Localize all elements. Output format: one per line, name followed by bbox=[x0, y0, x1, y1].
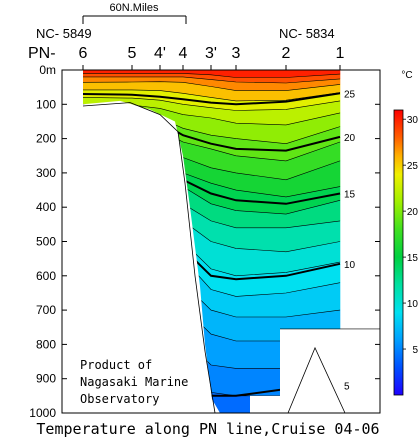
station-label: 2 bbox=[282, 45, 291, 62]
depth-tick-label: 300 bbox=[36, 166, 56, 180]
distance-scale-bar: 60N.Miles bbox=[82, 2, 187, 24]
right-station-id: NC- 5834 bbox=[279, 26, 335, 41]
depth-tick-label: 600 bbox=[36, 269, 56, 283]
isotherm-label: 20 bbox=[344, 133, 356, 144]
credit-annotation: Product of Nagasaki Marine Observatory bbox=[80, 358, 188, 406]
left-station-id: NC- 5849 bbox=[36, 26, 92, 41]
depth-tick-label: 900 bbox=[36, 372, 56, 386]
depth-tick-label: 700 bbox=[36, 303, 56, 317]
isotherm-label: 5 bbox=[344, 382, 350, 393]
annotation-line-2: Nagasaki Marine bbox=[80, 375, 188, 389]
isotherm-line bbox=[83, 76, 341, 84]
chart-title: Temperature along PN line,Cruise 04-06 bbox=[36, 420, 379, 438]
colorbar: °C 5 10 15 20 25 30 bbox=[393, 70, 419, 396]
depth-tick-label: 100 bbox=[36, 97, 56, 111]
station-label: 4' bbox=[154, 45, 166, 62]
station-label: 5 bbox=[128, 45, 137, 62]
colorbar-unit: °C bbox=[401, 70, 412, 81]
depth-axis: 0m 100 200 300 400 500 600 700 800 900 1000 bbox=[29, 63, 380, 420]
line-label: PN- bbox=[28, 45, 56, 62]
isotherm-line bbox=[82, 97, 341, 111]
depth-tick-label: 1000 bbox=[29, 406, 56, 420]
depth-tick-label: 800 bbox=[36, 337, 56, 351]
colorbar-tick-label: 20 bbox=[407, 207, 419, 218]
depth-tick-label: 0m bbox=[39, 63, 56, 77]
annotation-line-1: Product of bbox=[80, 358, 152, 372]
station-label: 1 bbox=[336, 45, 345, 62]
depth-tick-label: 500 bbox=[36, 235, 56, 249]
scale-bar-label: 60N.Miles bbox=[110, 2, 159, 14]
station-labels: 6 5 4' 4 3' 3 2 1 bbox=[79, 45, 345, 62]
isotherm-label: 25 bbox=[344, 89, 356, 100]
colorbar-gradient bbox=[393, 109, 404, 396]
colorbar-tick-label: 5 bbox=[412, 345, 418, 356]
plot-frame bbox=[61, 69, 381, 414]
isotherm-line bbox=[82, 81, 341, 91]
colorbar-tick-label: 10 bbox=[407, 299, 419, 310]
depth-tick-label: 400 bbox=[36, 200, 56, 214]
no-data-region bbox=[62, 70, 380, 414]
isotherm-label: 10 bbox=[344, 260, 356, 271]
isotherm-bold-line bbox=[82, 92, 341, 106]
colorbar-tick-label: 25 bbox=[407, 161, 419, 172]
station-label: 3 bbox=[232, 45, 241, 62]
station-label: 4 bbox=[179, 45, 188, 62]
isotherm-line bbox=[83, 89, 341, 102]
colorbar-tick-label: 30 bbox=[407, 115, 419, 126]
colorbar-tick-label: 15 bbox=[407, 253, 419, 264]
seamount-outline bbox=[287, 346, 346, 414]
isotherm-line bbox=[83, 73, 341, 78]
station-label: 6 bbox=[79, 45, 88, 62]
seafloor-line bbox=[82, 102, 216, 414]
shelf-region bbox=[62, 70, 220, 413]
depth-tick-label: 200 bbox=[36, 132, 56, 146]
station-label: 3' bbox=[205, 45, 217, 62]
annotation-line-3: Observatory bbox=[80, 392, 159, 406]
isotherm-label: 15 bbox=[344, 189, 356, 200]
